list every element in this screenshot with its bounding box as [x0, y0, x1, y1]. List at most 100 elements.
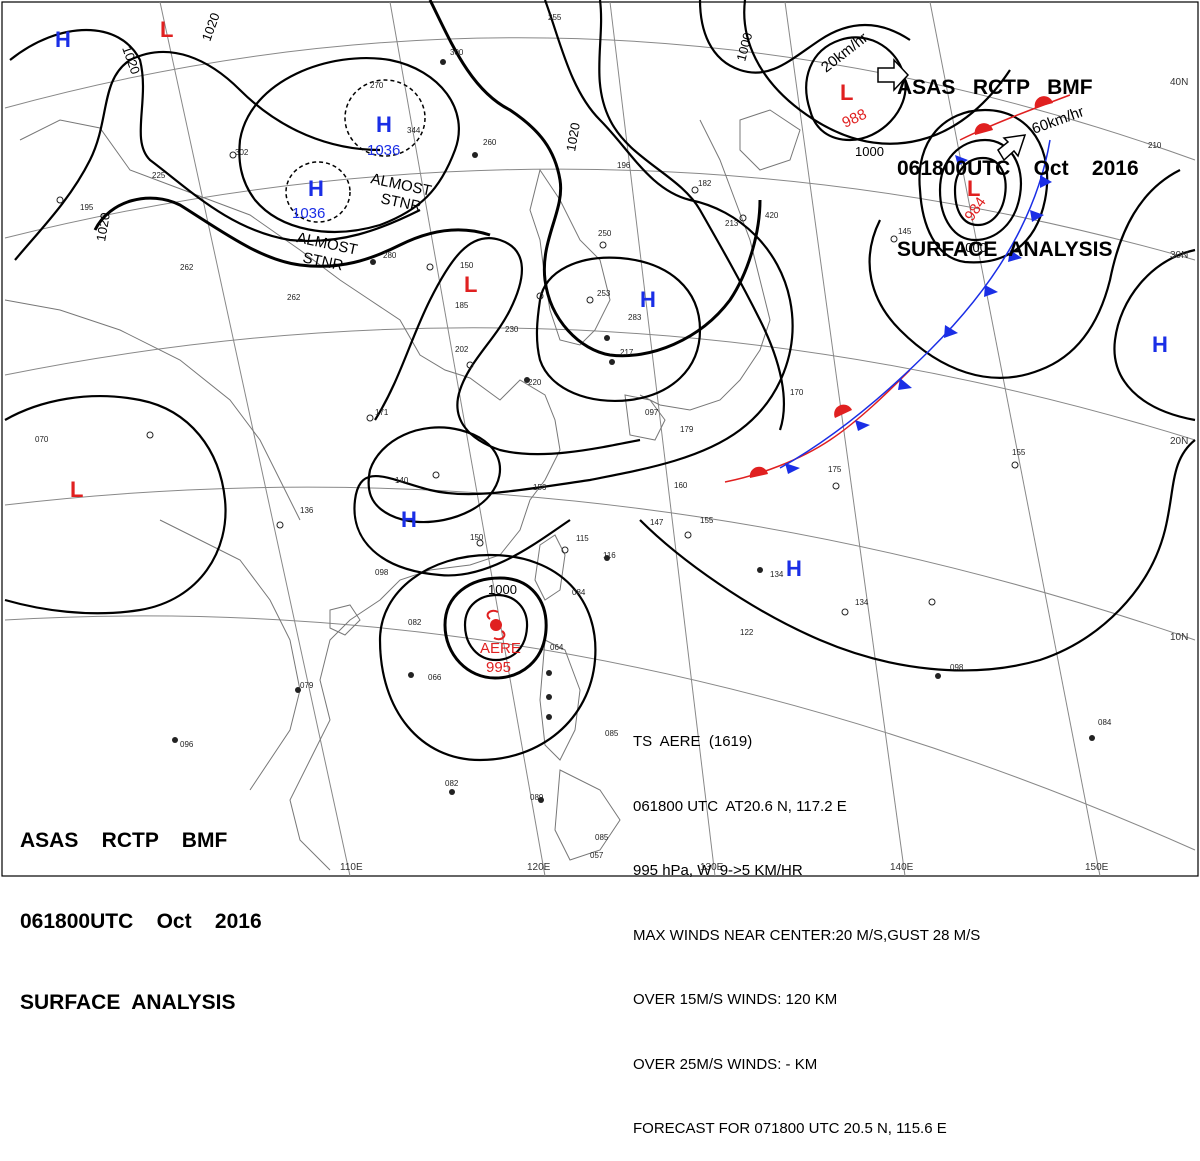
svg-text:270: 270	[370, 81, 384, 90]
isobar-label: 1020	[93, 211, 113, 242]
typhoon-info-block: TS AERE (1619) 061800 UTC AT20.6 N, 117.…	[633, 688, 980, 1161]
lat-20N	[4, 327, 1196, 441]
motion-arrow-ne-icon	[997, 134, 1027, 162]
isobar-1000-north	[805, 36, 907, 142]
high-pressure-symbol: H	[308, 176, 324, 201]
high-pressure-symbol: H	[401, 507, 417, 532]
isobar-low-984-ring-1	[938, 138, 1023, 242]
isobar-aere-outer	[378, 553, 597, 762]
typhoon-pressure: 995	[486, 659, 511, 676]
coastlines	[4, 109, 801, 871]
lon-110E	[159, 1, 351, 877]
svg-text:302: 302	[235, 148, 249, 157]
isobar-label: 1000	[958, 240, 987, 255]
svg-text:344: 344	[407, 126, 421, 135]
high-pressure-value: 1036	[292, 205, 325, 222]
svg-text:085: 085	[595, 833, 609, 842]
isobar-low-984-ring-2	[953, 156, 1007, 227]
svg-text:217: 217	[620, 348, 634, 357]
coast-korea	[529, 168, 611, 346]
high-pressure-symbol: H	[376, 112, 392, 137]
header-line-2: 061800UTC Oct 2016	[897, 157, 1139, 180]
motion-arrows	[877, 58, 1027, 162]
high-pressure-symbol: H	[786, 556, 802, 581]
lat-label-40: 40N	[1170, 77, 1188, 88]
svg-text:156: 156	[533, 483, 547, 492]
low-pressure-symbol: L	[70, 477, 83, 502]
lat-label-10: 10N	[1170, 632, 1188, 643]
lon-120E	[389, 1, 546, 877]
lon-label-150: 150E	[1085, 862, 1109, 873]
lon-label-110: 110E	[340, 862, 363, 873]
svg-text:280: 280	[383, 251, 397, 260]
svg-text:145: 145	[898, 227, 912, 236]
svg-text:140: 140	[395, 476, 409, 485]
svg-text:134: 134	[855, 598, 869, 607]
lat-30N	[4, 168, 1196, 261]
isobar-central-high	[535, 256, 702, 402]
svg-text:134: 134	[770, 570, 784, 579]
dashed-high-rings	[285, 79, 426, 223]
isobar-labels: 1020 1020 1020 1020 1000 1000 1000 1000	[93, 11, 987, 597]
isobar-east-high	[1113, 248, 1196, 422]
svg-text:122: 122	[740, 628, 754, 637]
isobar-se-big	[639, 439, 1196, 672]
coast-philippines-south	[554, 769, 621, 861]
svg-text:195: 195	[80, 203, 94, 212]
latitude-labels: 40N 30N 20N 10N	[1170, 77, 1188, 643]
svg-text:150: 150	[460, 261, 474, 270]
svg-text:253: 253	[597, 289, 611, 298]
isobar-1020-west	[93, 196, 491, 268]
lat-0	[4, 615, 1196, 851]
svg-text:096: 096	[180, 740, 194, 749]
cold-front-barbs	[785, 155, 1052, 474]
isobars	[4, 0, 1196, 762]
svg-text:082: 082	[408, 618, 422, 627]
svg-text:066: 066	[428, 673, 442, 682]
svg-text:079: 079	[300, 681, 314, 690]
svg-text:150: 150	[470, 533, 484, 542]
svg-text:175: 175	[828, 465, 842, 474]
svg-text:185: 185	[455, 301, 469, 310]
isobar-aere-inner	[463, 593, 529, 662]
lon-label-130: 130E	[700, 862, 724, 873]
svg-text:230: 230	[505, 325, 519, 334]
warm-front-bumps	[749, 96, 1053, 478]
chart-header-top: ASAS RCTP BMF 061800UTC Oct 2016 SURFACE…	[897, 20, 1139, 290]
svg-text:283: 283	[628, 313, 642, 322]
isobar-east-outer	[868, 169, 1181, 379]
svg-text:260: 260	[483, 138, 497, 147]
isobar-east-1	[698, 0, 911, 74]
high-pressure-symbol: H	[55, 27, 71, 52]
svg-text:250: 250	[598, 229, 612, 238]
typhoon-info-line: FORECAST FOR 071800 UTC 20.5 N, 115.6 E	[633, 1120, 947, 1137]
header-line-1: ASAS RCTP BMF	[20, 829, 228, 852]
lat-label-30: 30N	[1170, 250, 1188, 261]
isobar-label: 1000	[488, 582, 517, 597]
coast-indochina	[159, 519, 301, 791]
svg-text:097: 097	[645, 408, 659, 417]
isobar-sw-1	[4, 394, 227, 615]
isobar-label: 1000	[855, 144, 884, 159]
low-pressure-symbol: L	[840, 80, 853, 105]
svg-text:210: 210	[1148, 141, 1162, 150]
svg-text:116: 116	[603, 551, 616, 560]
lon-label-140: 140E	[890, 862, 914, 873]
svg-text:220: 220	[528, 378, 542, 387]
svg-text:213: 213	[725, 219, 739, 228]
chart-header-bottom: ASAS RCTP BMF 061800UTC Oct 2016 SURFACE…	[20, 773, 262, 1043]
svg-text:300: 300	[450, 48, 464, 57]
header-line-3: SURFACE ANALYSIS	[897, 238, 1113, 261]
low-pressure-symbol: L	[967, 176, 980, 201]
svg-text:147: 147	[650, 518, 664, 527]
isobar-1000-ne	[743, 0, 1011, 145]
isobar-high-ring-1	[238, 57, 460, 233]
high-pressure-symbol: H	[640, 287, 656, 312]
header-line-3: SURFACE ANALYSIS	[20, 991, 236, 1014]
isobar-low-984-ring-3	[918, 108, 1049, 264]
lat-10N	[4, 486, 1196, 641]
warm-front-line	[959, 94, 1071, 141]
coast-taiwan	[534, 534, 566, 601]
high-pressure-value: 1036	[367, 142, 400, 159]
